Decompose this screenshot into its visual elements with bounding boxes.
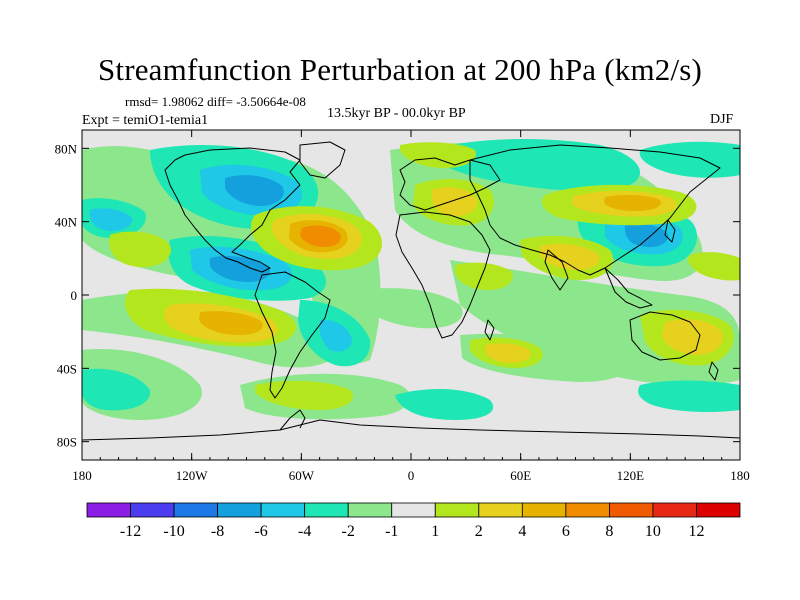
pos-yellow-ne-canada bbox=[400, 142, 476, 168]
coastlines bbox=[82, 141, 740, 441]
pos-yellow-north-pacific bbox=[109, 231, 171, 268]
neg-blue-sa-tip bbox=[319, 319, 352, 352]
colorbar-label: 1 bbox=[431, 523, 439, 540]
pos-yellow-tropical-atlantic bbox=[455, 262, 513, 290]
coast-greenland bbox=[299, 141, 346, 179]
coast-europe bbox=[399, 157, 501, 211]
colorbar-swatch bbox=[521, 502, 567, 518]
colorbar-swatch bbox=[347, 502, 393, 518]
pos-orange-atlantic bbox=[300, 225, 341, 247]
y-tick-label: 80N bbox=[55, 141, 78, 156]
period-label: 13.5kyr BP - 00.0kyr BP bbox=[327, 106, 466, 121]
colorbar-label: -2 bbox=[342, 523, 355, 540]
neg-teal-southern-pacific bbox=[82, 368, 151, 411]
colorbar-swatch bbox=[304, 502, 349, 518]
colorbar-swatch bbox=[652, 502, 697, 518]
colorbar-swatch bbox=[565, 502, 610, 518]
coast-new-zealand bbox=[708, 361, 719, 381]
pos-amber-pacific bbox=[199, 311, 263, 335]
pos-amber-siberia bbox=[604, 194, 661, 212]
y-tick-label: 80S bbox=[57, 435, 77, 450]
colorbar-label: -8 bbox=[211, 523, 224, 540]
colorbar-label: 4 bbox=[518, 523, 526, 540]
x-tick-label: 180 bbox=[72, 468, 92, 483]
colorbar-label: 2 bbox=[475, 523, 483, 540]
pos-yellow-antarctic bbox=[255, 380, 354, 410]
x-tick-label: 60W bbox=[289, 468, 315, 483]
x-tick-label: 120E bbox=[617, 468, 645, 483]
coast-asia bbox=[469, 144, 721, 276]
coast-africa bbox=[395, 211, 491, 339]
colorbar: -12 -10 -8 -6 -4 -2 -1 1 2 4 6 8 10 12 bbox=[86, 502, 741, 540]
x-tick-label: 0 bbox=[408, 468, 415, 483]
neg-dblue-canada bbox=[225, 175, 284, 206]
colorbar-label: -10 bbox=[163, 523, 184, 540]
colorbar-label: 8 bbox=[605, 523, 613, 540]
coast-south-america bbox=[254, 271, 331, 399]
colorbar-swatch bbox=[173, 502, 218, 518]
neg-teal-eurasia-north bbox=[430, 138, 640, 191]
coast-india bbox=[544, 249, 569, 291]
coast-australia bbox=[629, 311, 701, 361]
contour-field bbox=[82, 130, 740, 460]
x-tick-label: 60E bbox=[510, 468, 531, 483]
colorbar-swatch bbox=[696, 502, 741, 518]
neg-teal-southern-atlantic bbox=[395, 388, 494, 420]
neg-blue-west-pacific bbox=[89, 208, 133, 232]
colorbar-label: -1 bbox=[385, 523, 398, 540]
chart-title: Streamfunction Perturbation at 200 hPa (… bbox=[97, 52, 703, 87]
colorbar-swatch bbox=[609, 502, 654, 518]
coast-north-america bbox=[164, 147, 301, 273]
neg-dblue-caribbean bbox=[210, 255, 270, 282]
coast-madagascar bbox=[484, 319, 495, 341]
coast-southeast-asia bbox=[604, 267, 653, 309]
x-tick-label: 180 bbox=[730, 468, 750, 483]
neg-teal-arctic-east bbox=[639, 141, 740, 178]
coast-antarctica bbox=[82, 419, 740, 441]
y-tick-label: 40S bbox=[57, 361, 77, 376]
colorbar-label: -12 bbox=[120, 523, 141, 540]
colorbar-label: 12 bbox=[688, 523, 704, 540]
colorbar-swatch bbox=[217, 502, 262, 518]
pos-gold-s-africa bbox=[485, 343, 531, 363]
colorbar-swatch bbox=[86, 502, 131, 518]
pos-yellow-asia bbox=[687, 252, 740, 281]
x-tick-label: 120W bbox=[176, 468, 209, 483]
colorbar-swatch bbox=[130, 502, 175, 518]
band-green-east-atlantic bbox=[360, 288, 463, 329]
season-label: DJF bbox=[710, 112, 734, 127]
y-tick-label: 0 bbox=[71, 288, 78, 303]
colorbar-swatch bbox=[391, 502, 436, 518]
pos-gold-australia bbox=[662, 319, 723, 355]
colorbar-swatch bbox=[260, 502, 306, 518]
colorbar-label: 10 bbox=[645, 523, 661, 540]
colorbar-label: -6 bbox=[254, 523, 267, 540]
experiment-label: Expt = temiO1-temia1 bbox=[82, 113, 209, 128]
axis-ticks: 180 120W 60W 0 60E 120E 180 80N 40N 0 40S 80S bbox=[55, 130, 750, 483]
stats-label: rmsd= 1.98062 diff= -3.50664e-08 bbox=[125, 94, 306, 109]
colorbar-label: 6 bbox=[562, 523, 570, 540]
pos-gold-mediterranean bbox=[432, 187, 477, 216]
coast-antarctic-peninsula bbox=[279, 409, 306, 431]
pos-gold-india bbox=[540, 243, 600, 270]
coast-japan bbox=[664, 219, 676, 243]
neg-teal-southern-indian bbox=[638, 380, 740, 412]
y-tick-label: 40N bbox=[55, 215, 78, 230]
colorbar-swatch bbox=[434, 502, 480, 518]
colorbar-swatch bbox=[478, 502, 523, 518]
colorbar-label: -4 bbox=[298, 523, 311, 540]
